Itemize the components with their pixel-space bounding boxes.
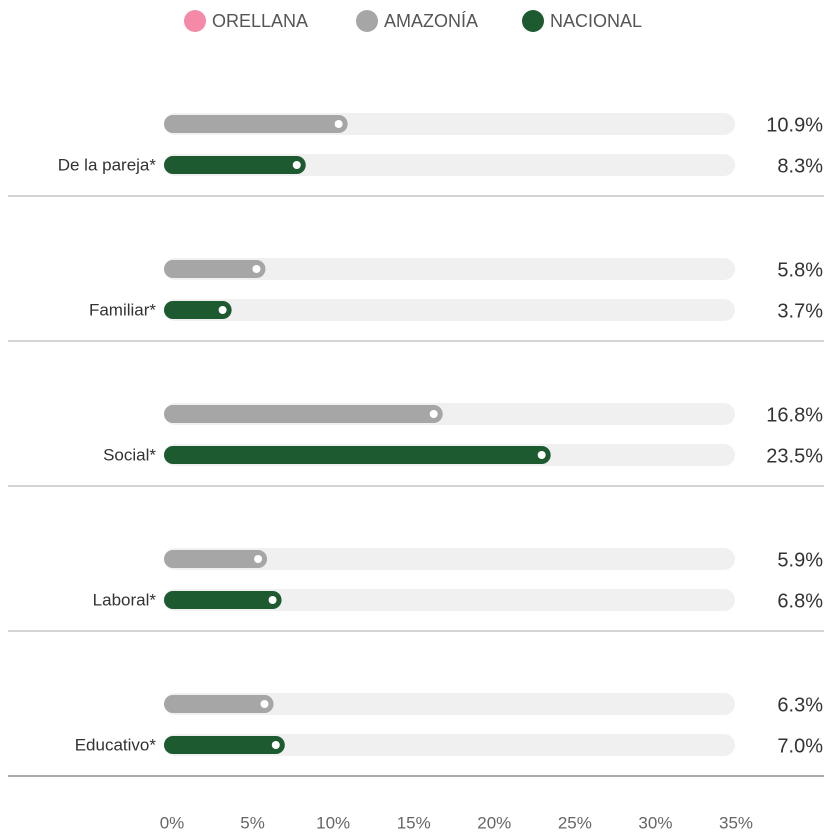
bar-track — [164, 258, 735, 280]
bar-end-dot — [252, 265, 261, 273]
x-tick-label: 25% — [558, 813, 592, 832]
bar — [164, 736, 285, 754]
x-tick-label: 35% — [719, 813, 753, 832]
bar-end-dot — [292, 161, 301, 169]
x-tick-label: 30% — [638, 813, 672, 832]
category-label: De la pareja* — [58, 155, 157, 174]
bar-track — [164, 154, 735, 176]
legend-label: AMAZONÍA — [384, 11, 478, 31]
bar-track — [164, 734, 735, 756]
value-label: 23.5% — [766, 445, 823, 467]
bar — [164, 405, 443, 423]
category-label: Laboral* — [93, 590, 157, 609]
value-label: 5.8% — [777, 259, 823, 281]
bar-track — [164, 548, 735, 570]
bar-end-dot — [254, 555, 263, 563]
bar-track — [164, 589, 735, 611]
bar-end-dot — [429, 410, 438, 418]
category-label: Educativo* — [75, 735, 157, 754]
bar — [164, 301, 232, 319]
x-tick-label: 20% — [477, 813, 511, 832]
bar — [164, 550, 268, 568]
bar-end-dot — [334, 120, 343, 128]
bar — [164, 260, 266, 278]
bar-track — [164, 299, 735, 321]
value-label: 3.7% — [777, 300, 823, 322]
bar — [164, 156, 306, 174]
bar — [164, 695, 274, 713]
bar-end-dot — [537, 451, 546, 459]
bar — [164, 115, 348, 133]
category-label: Familiar* — [89, 300, 156, 319]
x-tick-label: 5% — [240, 813, 265, 832]
category-label: Social* — [103, 445, 156, 464]
legend-label: NACIONAL — [550, 11, 642, 31]
legend-swatch — [184, 10, 206, 32]
value-label: 6.8% — [777, 590, 823, 612]
value-label: 8.3% — [777, 155, 823, 177]
legend-label: ORELLANA — [212, 11, 308, 31]
bar — [164, 446, 551, 464]
bar-end-dot — [260, 700, 269, 708]
value-label: 5.9% — [777, 549, 823, 571]
bar-track — [164, 693, 735, 715]
x-tick-label: 10% — [316, 813, 350, 832]
value-label: 6.3% — [777, 694, 823, 716]
bar-end-dot — [268, 596, 277, 604]
legend-swatch — [356, 10, 378, 32]
x-tick-label: 15% — [397, 813, 431, 832]
bar — [164, 591, 282, 609]
legend-swatch — [522, 10, 544, 32]
x-tick-label: 0% — [160, 813, 185, 832]
value-label: 10.9% — [766, 114, 823, 136]
value-label: 16.8% — [766, 404, 823, 426]
value-label: 7.0% — [777, 735, 823, 757]
bar-end-dot — [271, 741, 280, 749]
bar-end-dot — [218, 306, 227, 314]
